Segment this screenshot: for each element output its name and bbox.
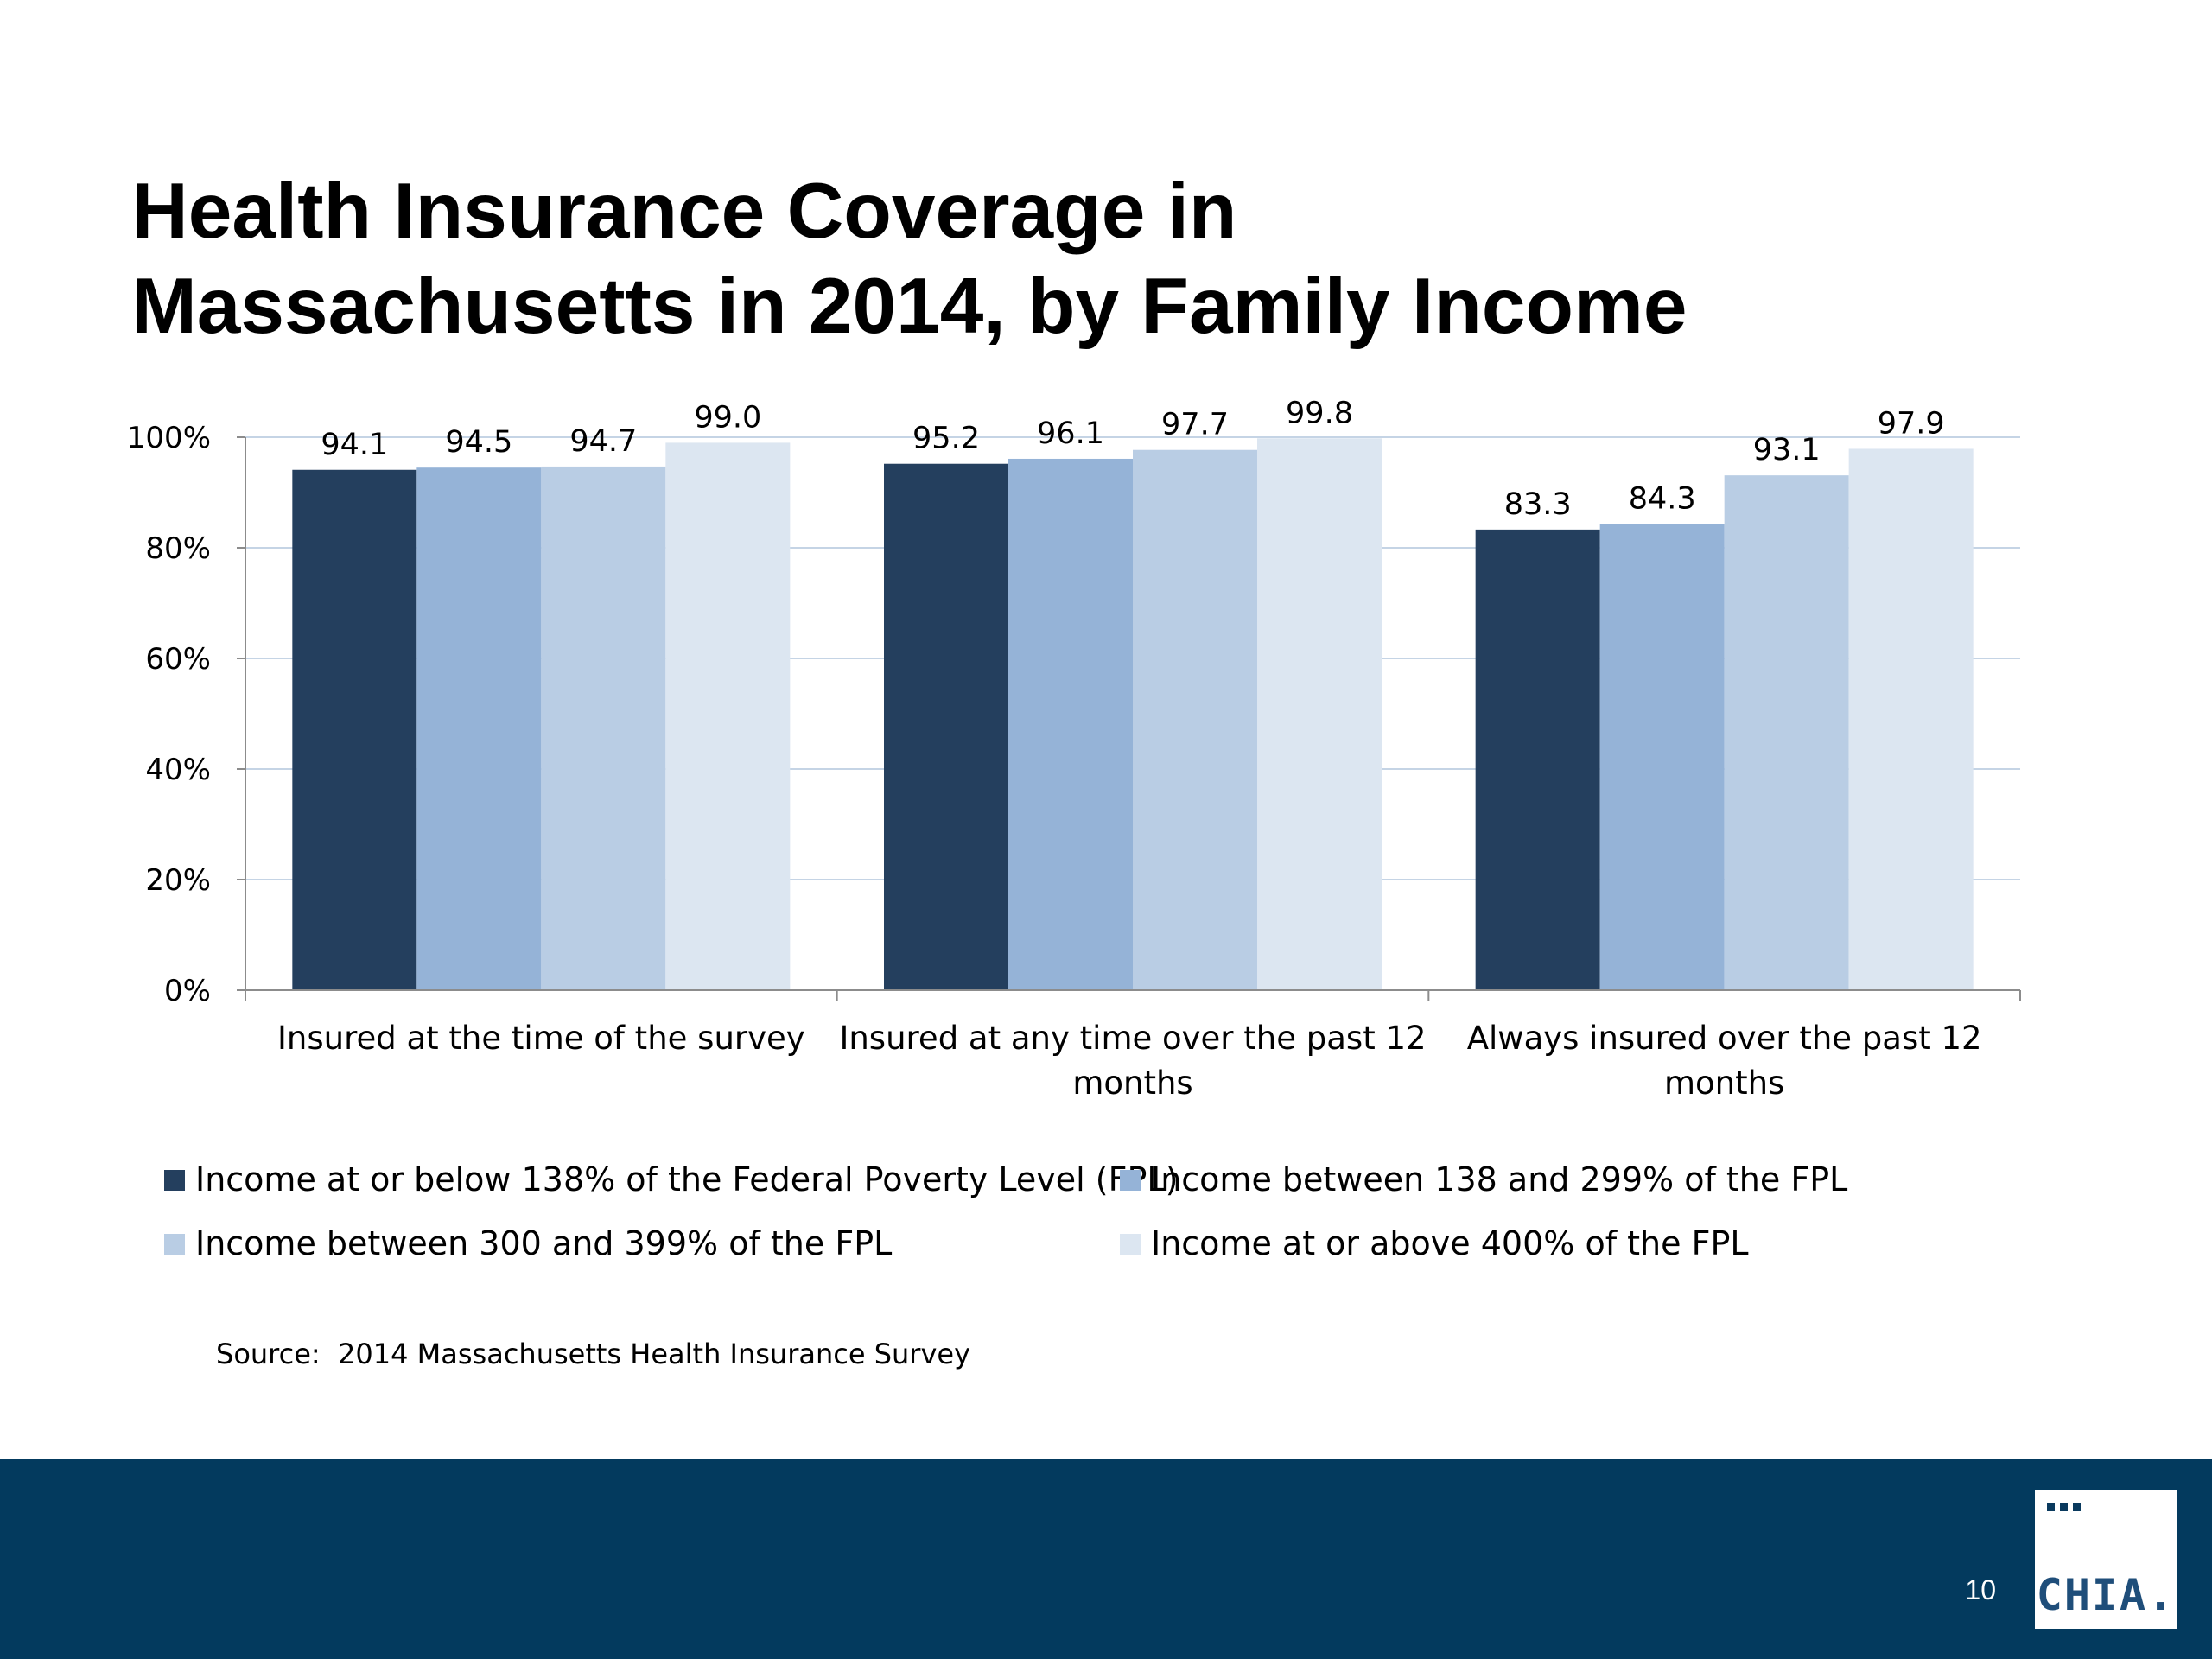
x-tick-label: Insured at the time of the survey bbox=[277, 1020, 805, 1057]
data-label: 93.1 bbox=[1753, 433, 1821, 467]
slide-title: Health Insurance Coverage in Massachuset… bbox=[131, 164, 2032, 354]
axes: 0% 20% 40% 60% 80% 100% Insured at the time of… bbox=[127, 421, 2021, 1102]
bar bbox=[1133, 449, 1257, 990]
x-tick-label: Insured at any time over the past 12 bbox=[839, 1020, 1426, 1057]
x-tick-label: months bbox=[1072, 1065, 1192, 1102]
legend-swatch bbox=[164, 1170, 185, 1191]
data-label: 94.1 bbox=[321, 428, 388, 462]
legend-swatch bbox=[164, 1234, 185, 1255]
y-tick-label: 0% bbox=[164, 974, 211, 1008]
data-label: 96.1 bbox=[1037, 416, 1104, 451]
y-tick-label: 80% bbox=[145, 531, 211, 566]
bar bbox=[1008, 458, 1133, 990]
bar bbox=[1257, 438, 1382, 990]
bar bbox=[541, 466, 666, 990]
bars bbox=[292, 438, 1974, 990]
legend-label: Income at or above 400% of the FPL bbox=[1151, 1224, 1749, 1262]
y-tick-label: 60% bbox=[145, 642, 211, 677]
footer-bar bbox=[0, 1459, 2212, 1659]
bar bbox=[1475, 529, 1600, 990]
data-labels: 94.1 94.5 94.7 99.0 95.2 96.1 97.7 99.8 83.3 84.3… bbox=[321, 396, 1944, 522]
legend-label: Income between 138 and 299% of the FPL bbox=[1151, 1160, 1847, 1198]
data-label: 99.0 bbox=[694, 400, 761, 435]
bar bbox=[416, 467, 542, 990]
logo-dots-icon bbox=[2047, 1500, 2086, 1516]
bar bbox=[1724, 475, 1849, 990]
bar bbox=[292, 469, 417, 990]
data-label: 84.3 bbox=[1629, 481, 1696, 516]
bar-chart: 0% 20% 40% 60% 80% 100% Insured at the time of… bbox=[127, 396, 2021, 1262]
bar bbox=[884, 463, 1008, 990]
bar bbox=[1599, 524, 1725, 990]
legend-swatch bbox=[1120, 1170, 1141, 1191]
legend: Income at or below 138% of the Federal P… bbox=[164, 1160, 1847, 1262]
y-tick-label: 20% bbox=[145, 863, 211, 898]
chia-logo: CHIA. bbox=[2035, 1490, 2177, 1629]
x-tick-label: months bbox=[1664, 1065, 1784, 1102]
data-label: 83.3 bbox=[1504, 487, 1572, 522]
slide-title-line-2: Massachusetts in 2014, by Family Income bbox=[131, 263, 1688, 350]
x-tick-label: Always insured over the past 12 bbox=[1467, 1020, 1982, 1057]
legend-swatch bbox=[1120, 1234, 1141, 1255]
slide-title-line-1: Health Insurance Coverage in bbox=[131, 168, 1237, 255]
source-note: Source: 2014 Massachusetts Health Insura… bbox=[216, 1338, 970, 1370]
data-label: 97.9 bbox=[1878, 406, 1945, 441]
y-tick-label: 40% bbox=[145, 753, 211, 787]
y-tick-label: 100% bbox=[127, 421, 211, 455]
logo-text: CHIA. bbox=[2036, 1570, 2176, 1620]
bar bbox=[665, 442, 791, 990]
data-label: 94.5 bbox=[445, 425, 512, 460]
data-label: 94.7 bbox=[569, 424, 637, 459]
legend-label: Income between 300 and 399% of the FPL bbox=[195, 1224, 892, 1262]
legend-label: Income at or below 138% of the Federal P… bbox=[195, 1160, 1178, 1198]
page-number: 10 bbox=[1965, 1574, 1996, 1605]
data-label: 95.2 bbox=[912, 422, 980, 456]
bar bbox=[1848, 448, 1974, 990]
data-label: 99.8 bbox=[1286, 396, 1353, 430]
data-label: 97.7 bbox=[1161, 408, 1229, 442]
